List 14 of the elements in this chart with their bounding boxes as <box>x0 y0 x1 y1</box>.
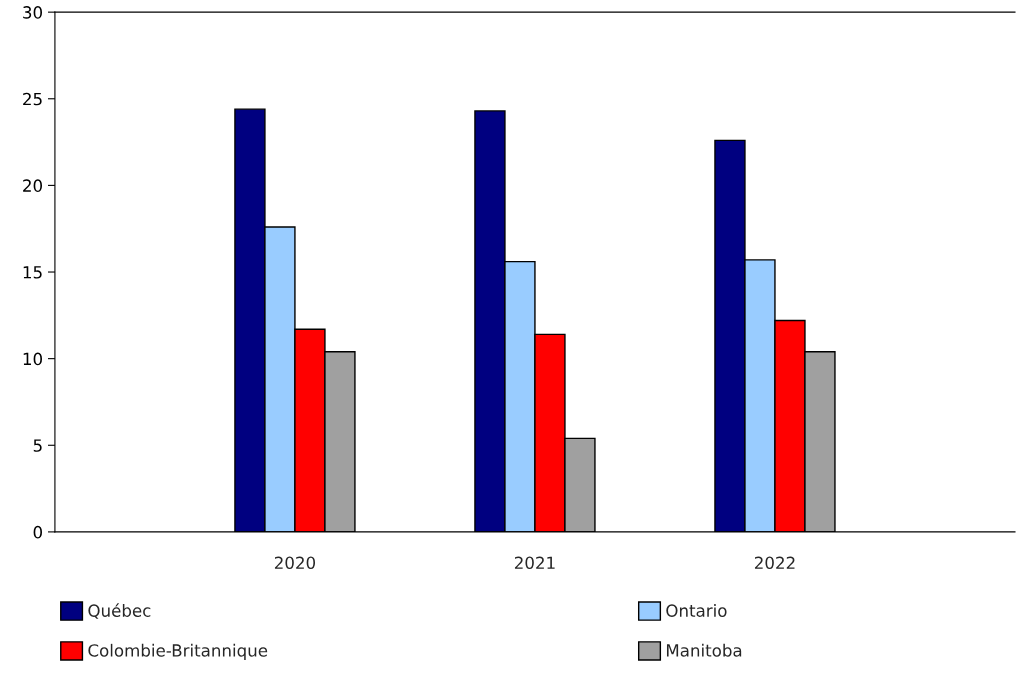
x-tick-label: 2021 <box>514 556 555 570</box>
x-tick-label: 2022 <box>754 556 795 570</box>
y-tick-label: 20 <box>23 179 43 192</box>
legend-label: Manitoba <box>666 643 742 657</box>
x-tick-label: 2020 <box>274 556 316 570</box>
y-tick-label: 0 <box>33 525 43 539</box>
y-tick-label: 15 <box>23 266 42 279</box>
y-tick-label: 10 <box>23 352 43 366</box>
legend-label: Colombie-Britannique <box>88 643 268 660</box>
y-tick-label: 30 <box>23 6 43 19</box>
y-tick-label: 5 <box>33 439 42 452</box>
legend-label: Ontario <box>666 604 727 617</box>
y-tick-label: 25 <box>23 92 42 106</box>
legend-label: Québec <box>88 603 151 619</box>
